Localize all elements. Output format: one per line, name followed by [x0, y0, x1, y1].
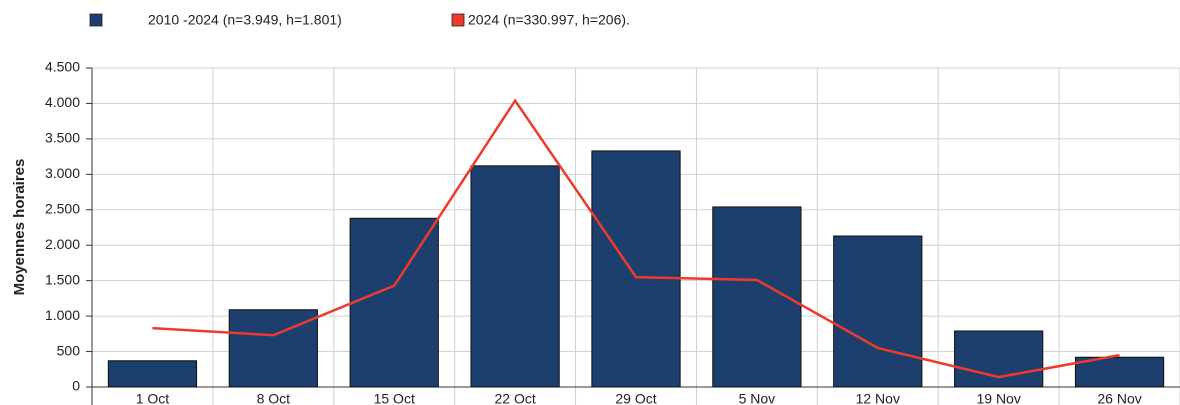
- legend-swatch: [89, 13, 103, 27]
- x-tick-label: 29 Oct: [615, 391, 656, 405]
- y-tick-label: 4.500: [45, 59, 80, 75]
- x-tick-label: 1 Oct: [136, 391, 170, 405]
- legend-label: 2024 (n=330.997, h=206).: [468, 12, 630, 28]
- y-axis-label: Moyennes horaires: [11, 159, 28, 296]
- y-tick-label: 1.000: [45, 307, 80, 323]
- x-tick-label: 12 Nov: [856, 391, 900, 405]
- y-tick-label: 2.000: [45, 236, 80, 252]
- y-tick-label: 3.000: [45, 165, 80, 181]
- x-tick-label: 15 Oct: [374, 391, 415, 405]
- y-tick-label: 500: [57, 342, 81, 358]
- bar: [470, 165, 560, 388]
- bar: [954, 330, 1044, 388]
- bar: [107, 360, 198, 388]
- y-tick-label: 0: [72, 378, 80, 394]
- legend-swatch: [451, 13, 465, 27]
- x-tick-label: 22 Oct: [494, 391, 535, 405]
- bar: [1074, 356, 1165, 388]
- y-tick-label: 1.500: [45, 271, 80, 287]
- x-tick-label: 5 Nov: [739, 391, 776, 405]
- y-tick-label: 3.500: [45, 130, 80, 146]
- x-tick-label: 26 Nov: [1097, 391, 1141, 405]
- x-tick-label: 8 Oct: [257, 391, 291, 405]
- bar: [833, 235, 923, 388]
- y-tick-label: 4.000: [45, 94, 80, 110]
- line-series: [152, 98, 1120, 379]
- bar: [349, 217, 439, 388]
- bar: [591, 150, 681, 388]
- x-tick-label: 19 Nov: [976, 391, 1020, 405]
- legend-label: 2010 -2024 (n=3.949, h=1.801): [148, 12, 342, 28]
- y-tick-label: 2.500: [45, 200, 80, 216]
